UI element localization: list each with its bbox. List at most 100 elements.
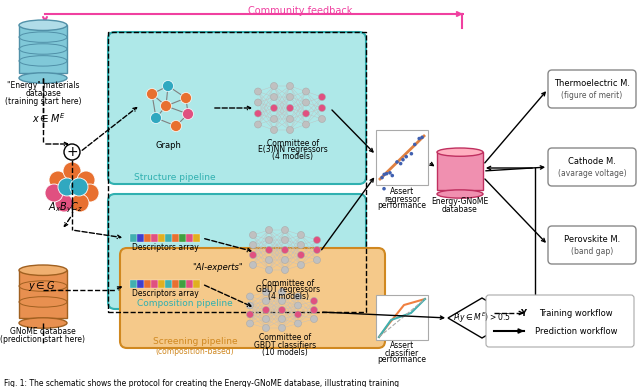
Circle shape xyxy=(246,302,253,309)
Circle shape xyxy=(287,82,294,89)
Text: GNoME database: GNoME database xyxy=(10,327,76,337)
Text: Committee of: Committee of xyxy=(267,139,319,147)
Text: Cathode M.: Cathode M. xyxy=(568,158,616,166)
Circle shape xyxy=(404,155,408,158)
Ellipse shape xyxy=(19,265,67,276)
Circle shape xyxy=(395,160,399,164)
Circle shape xyxy=(77,171,95,189)
Text: Energy-GNoME: Energy-GNoME xyxy=(431,197,488,207)
Circle shape xyxy=(314,247,321,253)
FancyBboxPatch shape xyxy=(108,194,366,309)
Text: Perovskite M.: Perovskite M. xyxy=(564,236,620,245)
Circle shape xyxy=(182,108,193,120)
Circle shape xyxy=(298,252,305,259)
Bar xyxy=(186,234,193,242)
Bar xyxy=(137,234,144,242)
Bar xyxy=(19,270,67,318)
Circle shape xyxy=(294,311,301,318)
Bar xyxy=(186,280,193,288)
Circle shape xyxy=(314,257,321,264)
FancyBboxPatch shape xyxy=(548,226,636,264)
Ellipse shape xyxy=(437,148,483,156)
FancyBboxPatch shape xyxy=(548,148,636,186)
Circle shape xyxy=(266,236,273,243)
Text: $P\!\left(y\in M^E\right)>0.5$: $P\!\left(y\in M^E\right)>0.5$ xyxy=(453,311,511,325)
Bar xyxy=(151,280,158,288)
Circle shape xyxy=(262,325,269,332)
Circle shape xyxy=(266,247,273,253)
Circle shape xyxy=(303,99,310,106)
Circle shape xyxy=(278,315,285,322)
Text: Committee of: Committee of xyxy=(259,334,311,342)
Circle shape xyxy=(413,143,417,146)
FancyBboxPatch shape xyxy=(486,295,634,347)
Circle shape xyxy=(246,311,253,318)
Bar xyxy=(108,32,366,312)
Circle shape xyxy=(298,241,305,248)
Circle shape xyxy=(250,231,257,238)
Circle shape xyxy=(250,241,257,248)
Bar xyxy=(179,234,186,242)
Circle shape xyxy=(71,194,89,212)
Text: performance: performance xyxy=(378,202,426,211)
Circle shape xyxy=(319,115,326,123)
Circle shape xyxy=(319,94,326,101)
Circle shape xyxy=(266,267,273,274)
Circle shape xyxy=(383,173,386,176)
Circle shape xyxy=(282,267,289,274)
Text: Assert: Assert xyxy=(390,187,414,197)
Circle shape xyxy=(170,120,182,132)
Circle shape xyxy=(262,288,269,296)
Text: (4 models): (4 models) xyxy=(273,152,314,161)
Bar xyxy=(144,234,151,242)
Text: Prediction workflow: Prediction workflow xyxy=(535,327,617,336)
Text: Thermoelectric M.: Thermoelectric M. xyxy=(554,79,630,89)
Circle shape xyxy=(287,127,294,134)
Circle shape xyxy=(390,174,394,177)
Circle shape xyxy=(55,194,73,212)
Text: E(3)NN regressors: E(3)NN regressors xyxy=(258,146,328,154)
Circle shape xyxy=(255,99,262,106)
Circle shape xyxy=(45,184,63,202)
Text: Screening pipeline: Screening pipeline xyxy=(153,337,237,346)
Circle shape xyxy=(298,262,305,269)
Text: Committee of: Committee of xyxy=(262,279,314,288)
Text: "Energy" materials: "Energy" materials xyxy=(7,80,79,89)
Circle shape xyxy=(255,88,262,95)
Bar xyxy=(158,234,165,242)
Text: Y: Y xyxy=(520,308,526,317)
Circle shape xyxy=(271,104,278,111)
Circle shape xyxy=(310,307,317,313)
Circle shape xyxy=(163,80,173,91)
Text: (4 models): (4 models) xyxy=(268,293,308,301)
Circle shape xyxy=(298,231,305,238)
Circle shape xyxy=(287,104,294,111)
Text: performance: performance xyxy=(378,356,426,365)
Circle shape xyxy=(282,257,289,264)
Circle shape xyxy=(420,135,424,139)
Circle shape xyxy=(278,307,285,313)
Bar xyxy=(130,280,137,288)
Bar xyxy=(158,280,165,288)
Text: GBDT regressors: GBDT regressors xyxy=(256,286,320,295)
Circle shape xyxy=(63,162,81,180)
Text: $y \in G$: $y \in G$ xyxy=(28,279,56,293)
Circle shape xyxy=(382,187,386,190)
Text: "AI-experts": "AI-experts" xyxy=(193,264,243,272)
Circle shape xyxy=(399,162,403,165)
Text: Descriptors array: Descriptors array xyxy=(132,243,198,252)
Ellipse shape xyxy=(437,190,483,198)
Text: GBDT classifiers: GBDT classifiers xyxy=(254,341,316,349)
Circle shape xyxy=(303,110,310,117)
Circle shape xyxy=(294,320,301,327)
Bar xyxy=(179,280,186,288)
Bar xyxy=(437,152,483,190)
Circle shape xyxy=(271,115,278,123)
Circle shape xyxy=(246,293,253,300)
Text: Descriptors array: Descriptors array xyxy=(132,289,198,298)
Bar xyxy=(193,280,200,288)
Circle shape xyxy=(287,115,294,123)
Bar xyxy=(137,280,144,288)
Text: (band gap): (band gap) xyxy=(571,248,613,257)
Ellipse shape xyxy=(19,20,67,31)
